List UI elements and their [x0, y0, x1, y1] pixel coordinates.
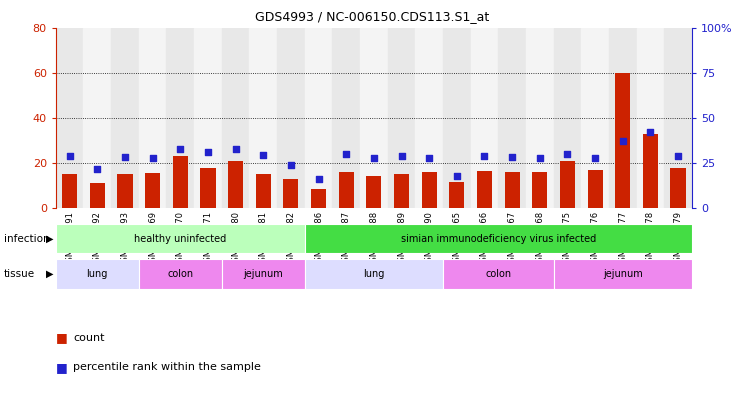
Point — [312, 176, 324, 182]
Text: percentile rank within the sample: percentile rank within the sample — [73, 362, 261, 373]
Text: ▶: ▶ — [46, 269, 54, 279]
Bar — [200, 167, 216, 208]
Text: GDS4993 / NC-006150.CDS113.S1_at: GDS4993 / NC-006150.CDS113.S1_at — [255, 10, 489, 23]
Point — [562, 151, 574, 157]
Bar — [167, 28, 194, 208]
Bar — [554, 259, 692, 289]
Bar — [554, 28, 581, 208]
Text: ■: ■ — [56, 331, 68, 345]
Bar — [637, 28, 664, 208]
Bar — [139, 259, 222, 289]
Bar — [56, 224, 305, 253]
Text: ▶: ▶ — [46, 234, 54, 244]
Bar — [256, 174, 271, 208]
Bar — [333, 28, 360, 208]
Text: infection: infection — [4, 234, 49, 244]
Bar — [311, 189, 326, 208]
Bar — [56, 259, 139, 289]
Bar — [62, 174, 77, 208]
Bar — [339, 172, 354, 208]
Text: jejunum: jejunum — [603, 269, 643, 279]
Text: ■: ■ — [56, 361, 68, 374]
Bar — [90, 184, 105, 208]
Bar — [609, 28, 637, 208]
Bar — [222, 28, 249, 208]
Text: colon: colon — [167, 269, 193, 279]
Point — [119, 154, 131, 160]
Bar — [504, 172, 520, 208]
Text: lung: lung — [363, 269, 385, 279]
Point — [534, 154, 546, 161]
Bar — [471, 28, 498, 208]
Bar — [83, 28, 111, 208]
Bar — [664, 28, 692, 208]
Text: lung: lung — [86, 269, 108, 279]
Point — [451, 173, 463, 179]
Bar — [449, 182, 464, 208]
Bar — [305, 224, 692, 253]
Text: colon: colon — [485, 269, 511, 279]
Text: count: count — [73, 333, 104, 343]
Bar — [670, 167, 686, 208]
Bar — [277, 28, 305, 208]
Bar — [249, 28, 277, 208]
Bar — [145, 173, 160, 208]
Point — [340, 151, 352, 157]
Point — [92, 165, 103, 172]
Text: tissue: tissue — [4, 269, 35, 279]
Bar — [305, 259, 443, 289]
Bar — [222, 259, 305, 289]
Bar — [283, 179, 298, 208]
Point — [257, 152, 269, 158]
Bar — [588, 170, 603, 208]
Point — [285, 162, 297, 168]
Point — [506, 154, 518, 160]
Bar — [394, 174, 409, 208]
Bar — [139, 28, 167, 208]
Bar — [477, 171, 492, 208]
Bar — [173, 156, 188, 208]
Bar — [532, 172, 548, 208]
Bar — [498, 28, 526, 208]
Text: jejunum: jejunum — [243, 269, 283, 279]
Text: healthy uninfected: healthy uninfected — [134, 234, 226, 244]
Bar — [581, 28, 609, 208]
Bar — [305, 28, 333, 208]
Bar — [443, 28, 471, 208]
Point — [230, 145, 242, 152]
Bar — [111, 28, 139, 208]
Point — [672, 153, 684, 159]
Point — [617, 138, 629, 145]
Bar — [559, 161, 575, 208]
Point — [589, 154, 601, 161]
Bar — [228, 161, 243, 208]
Point — [202, 149, 214, 155]
Bar — [194, 28, 222, 208]
Bar — [56, 28, 83, 208]
Point — [64, 153, 76, 159]
Bar — [526, 28, 554, 208]
Point — [644, 129, 656, 136]
Point — [396, 153, 408, 159]
Bar — [643, 134, 658, 208]
Bar — [615, 73, 630, 208]
Bar — [366, 176, 382, 208]
Point — [368, 154, 380, 161]
Point — [478, 153, 490, 159]
Bar — [360, 28, 388, 208]
Bar — [443, 259, 554, 289]
Bar — [118, 174, 132, 208]
Point — [423, 154, 435, 161]
Bar — [415, 28, 443, 208]
Bar — [422, 172, 437, 208]
Point — [174, 145, 186, 152]
Point — [147, 154, 158, 161]
Bar — [388, 28, 415, 208]
Text: simian immunodeficiency virus infected: simian immunodeficiency virus infected — [401, 234, 596, 244]
